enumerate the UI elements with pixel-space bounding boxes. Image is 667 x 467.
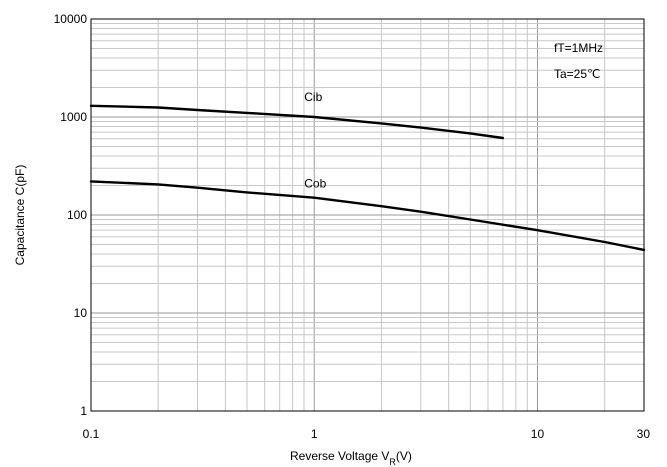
x-tick-label: 0.1 bbox=[83, 427, 100, 441]
y-tick-label: 10000 bbox=[54, 12, 88, 26]
series-labels: Cib Cob bbox=[304, 90, 326, 191]
series-label-cib: Cib bbox=[304, 90, 322, 104]
y-axis-label: Capacitance C(pF) bbox=[13, 165, 27, 266]
annotation-temperature: Ta=25℃ bbox=[554, 67, 601, 81]
x-axis-label-unit: (V) bbox=[396, 449, 412, 463]
x-tick-labels: 0.1 1 10 30 bbox=[83, 427, 651, 441]
x-axis-label-subscript: R bbox=[389, 457, 396, 467]
y-tick-label: 1 bbox=[80, 404, 87, 418]
series-lines bbox=[89, 104, 646, 252]
y-tick-label: 100 bbox=[67, 208, 87, 222]
plot-frame bbox=[90, 18, 645, 412]
x-axis-label: Reverse Voltage VR(V) bbox=[290, 449, 412, 467]
x-axis-label-main: Reverse Voltage V bbox=[290, 449, 389, 463]
series-label-cob: Cob bbox=[304, 177, 326, 191]
x-tick-label: 1 bbox=[311, 427, 318, 441]
y-tick-label: 10 bbox=[74, 306, 88, 320]
series-line-cob bbox=[89, 180, 646, 252]
series-line-cib bbox=[89, 104, 505, 140]
x-tick-label: 10 bbox=[531, 427, 545, 441]
x-tick-label: 30 bbox=[637, 427, 651, 441]
annotation-frequency: fT=1MHz bbox=[554, 41, 603, 55]
y-tick-label: 1000 bbox=[60, 110, 87, 124]
y-tick-labels: 1 10 100 1000 10000 bbox=[54, 12, 88, 418]
